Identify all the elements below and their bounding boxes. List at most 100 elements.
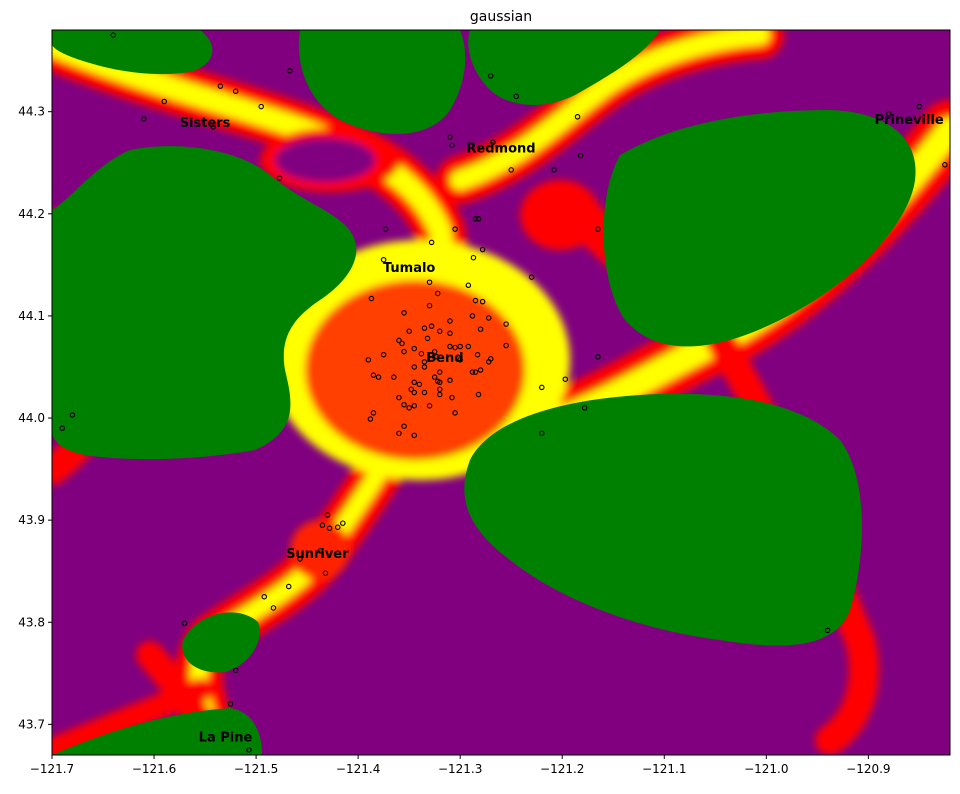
data-point (401, 348, 407, 355)
data-point (375, 374, 382, 380)
data-point (528, 274, 535, 280)
data-point (474, 351, 481, 358)
data-point (886, 110, 892, 117)
city-label-bend: Bend (426, 351, 463, 366)
x-tick-label: −121.5 (234, 762, 278, 776)
data-point (380, 351, 387, 358)
data-point (217, 83, 224, 89)
data-point (477, 326, 484, 332)
data-point (447, 330, 453, 337)
data-point (472, 297, 479, 304)
plot-frame (51, 29, 951, 756)
data-point (824, 627, 831, 634)
data-point (297, 556, 303, 562)
city-labels: Sisters Redmond Prineville Tumalo Bend Sunriv… (180, 113, 944, 746)
data-point (479, 298, 486, 305)
data-point (406, 328, 412, 334)
data-point (437, 391, 443, 398)
y-tick-label: 44.1 (18, 309, 45, 323)
data-point (411, 403, 418, 409)
data-point (479, 246, 486, 253)
data-point (470, 254, 477, 261)
y-tick-label: 44.3 (18, 105, 45, 119)
heatmap-green-regions (52, 30, 916, 755)
data-point (324, 512, 331, 518)
data-point (477, 367, 484, 373)
data-point (428, 323, 435, 329)
data-point (490, 139, 496, 146)
data-point (326, 525, 333, 532)
x-tick-label: −121.4 (336, 762, 380, 776)
data-point (411, 432, 418, 439)
city-label-prineville: Prineville (875, 113, 944, 128)
y-tick-label: 44.2 (18, 207, 45, 221)
data-point (469, 369, 476, 375)
data-point (513, 93, 520, 100)
green-region-south (52, 708, 262, 755)
data-point (503, 321, 509, 327)
data-point (411, 389, 418, 396)
data-point (488, 73, 494, 79)
heatmap-hotspot-east (520, 180, 600, 250)
data-point (391, 374, 397, 380)
heatmap-hotspot-bend-core (305, 280, 525, 460)
data-point (319, 522, 326, 528)
data-point (258, 103, 264, 110)
data-point (475, 391, 482, 398)
data-point (551, 167, 557, 173)
data-point (382, 226, 389, 232)
data-point (942, 162, 948, 168)
data-point (431, 374, 438, 380)
data-point (437, 328, 443, 334)
data-point (539, 384, 545, 391)
city-label-tumalo: Tumalo (383, 261, 435, 276)
data-point (367, 416, 374, 422)
x-tick-label: −121.0 (744, 762, 788, 776)
data-point (426, 302, 433, 309)
heatmap-plot-area (52, 30, 950, 755)
data-point (334, 524, 341, 531)
city-label-sisters: Sisters (180, 116, 231, 131)
data-point (447, 343, 453, 350)
data-point (246, 747, 252, 753)
data-point (539, 430, 545, 437)
data-point (475, 216, 482, 222)
data-point (433, 354, 440, 360)
data-point (181, 620, 188, 627)
data-point (421, 359, 428, 365)
data-point (437, 379, 443, 386)
data-point (447, 134, 453, 140)
data-point (227, 701, 234, 707)
data-point (59, 425, 65, 431)
heatmap-hole-north-core (275, 138, 375, 182)
data-point (368, 295, 375, 302)
data-point (465, 343, 472, 350)
data-point (424, 335, 431, 342)
y-tick-label: 43.9 (18, 513, 45, 527)
y-tick-label: 43.8 (18, 615, 45, 629)
data-point (457, 343, 463, 350)
data-point (411, 345, 418, 352)
data-point (380, 257, 387, 263)
y-tick-label: 44.0 (18, 411, 45, 425)
data-point (416, 381, 423, 388)
data-point (69, 412, 76, 418)
data-point (161, 98, 168, 105)
data-point (285, 583, 292, 590)
x-tick-label: −121.7 (30, 762, 74, 776)
heatmap-hotspot-sunriver (290, 520, 350, 580)
data-point (595, 226, 601, 232)
data-point (508, 167, 514, 173)
data-point (577, 152, 584, 159)
data-point (411, 379, 418, 386)
data-point (437, 369, 443, 375)
data-point (418, 350, 425, 357)
x-axis-ticks: −121.7 −121.6 −121.5 −121.4 −121.3 −121.2 −121… (30, 755, 891, 776)
data-point (503, 342, 509, 349)
data-point (916, 103, 923, 110)
y-tick-label: 43.7 (18, 717, 45, 731)
data-point (396, 394, 402, 401)
x-tick-label: −121.1 (642, 762, 686, 776)
green-region-northeast (468, 30, 660, 106)
